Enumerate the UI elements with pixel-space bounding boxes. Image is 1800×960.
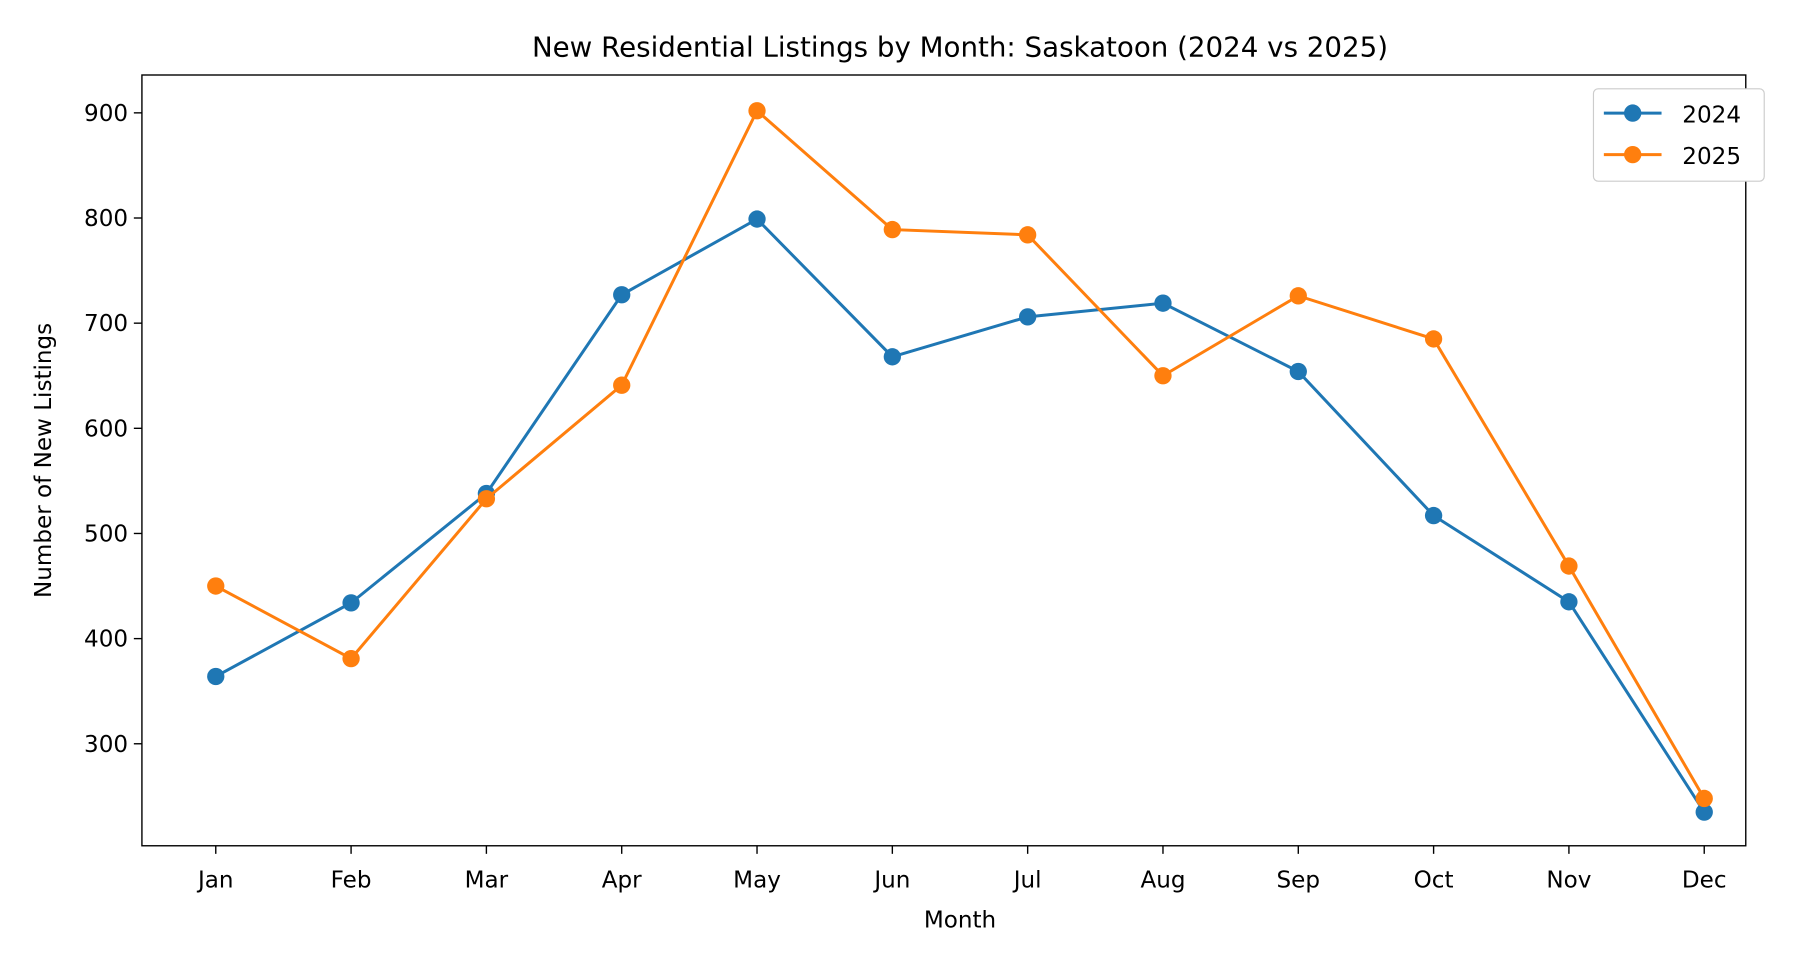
data-point-2025 (883, 220, 901, 239)
data-point-2024 (1695, 803, 1713, 821)
data-point-2025 (1154, 367, 1172, 385)
plot-frame (141, 74, 1747, 847)
data-point-2025 (207, 577, 225, 595)
data-point-2025 (1289, 287, 1307, 305)
legend-label: 2025 (1682, 144, 1741, 170)
x-axis-label: Month (924, 908, 996, 934)
data-point-2024 (207, 667, 225, 686)
y-tick-label: 900 (84, 101, 128, 127)
x-tick-label: Sep (1277, 867, 1320, 893)
y-tick-label: 500 (84, 522, 128, 548)
data-point-2024 (1019, 308, 1037, 326)
x-tick-label: Aug (1140, 867, 1185, 893)
x-tick-label: Mar (465, 867, 509, 893)
x-tick-label: Nov (1546, 867, 1591, 893)
data-point-2024 (883, 348, 901, 366)
x-tick-label: May (733, 867, 781, 893)
data-point-2025 (1695, 789, 1713, 808)
data-point-2024 (342, 594, 360, 612)
y-tick-label: 300 (84, 732, 128, 758)
data-point-2024 (748, 210, 766, 228)
data-point-2025 (748, 102, 766, 120)
x-tick-label: Oct (1414, 867, 1454, 893)
x-tick-label: Jul (1012, 867, 1042, 893)
y-tick-label: 600 (84, 416, 128, 442)
y-tick-label: 800 (84, 206, 128, 232)
legend: 2024 2025 (1592, 88, 1765, 182)
data-point-2025 (1560, 557, 1578, 575)
legend-marker-2025 (1624, 145, 1642, 164)
chart-title: New Residential Listings by Month: Saska… (532, 31, 1388, 64)
data-point-2024 (1289, 362, 1307, 381)
legend-label: 2024 (1682, 102, 1741, 128)
data-point-2025 (613, 376, 631, 394)
data-point-2024 (1560, 593, 1578, 611)
data-point-2024 (1424, 506, 1443, 525)
series-line-2025 (215, 108, 1706, 800)
data-point-2025 (477, 490, 496, 508)
data-point-2025 (1424, 330, 1443, 348)
data-point-2025 (1019, 226, 1037, 244)
y-axis-label: Number of New Listings (31, 323, 57, 598)
x-tick-label: Apr (602, 867, 642, 893)
data-point-2024 (613, 286, 631, 304)
x-tick-label: Jun (872, 867, 910, 893)
x-tick-label: Feb (331, 867, 372, 893)
data-point-2024 (1154, 294, 1172, 312)
x-tick-label: Jan (196, 867, 234, 893)
x-tick-label: Dec (1682, 867, 1727, 893)
y-tick-label: 700 (84, 311, 128, 337)
data-point-2025 (342, 649, 360, 668)
series-line-2024 (215, 217, 1706, 813)
legend-marker-2024 (1624, 104, 1642, 122)
y-tick-label: 400 (84, 627, 128, 653)
